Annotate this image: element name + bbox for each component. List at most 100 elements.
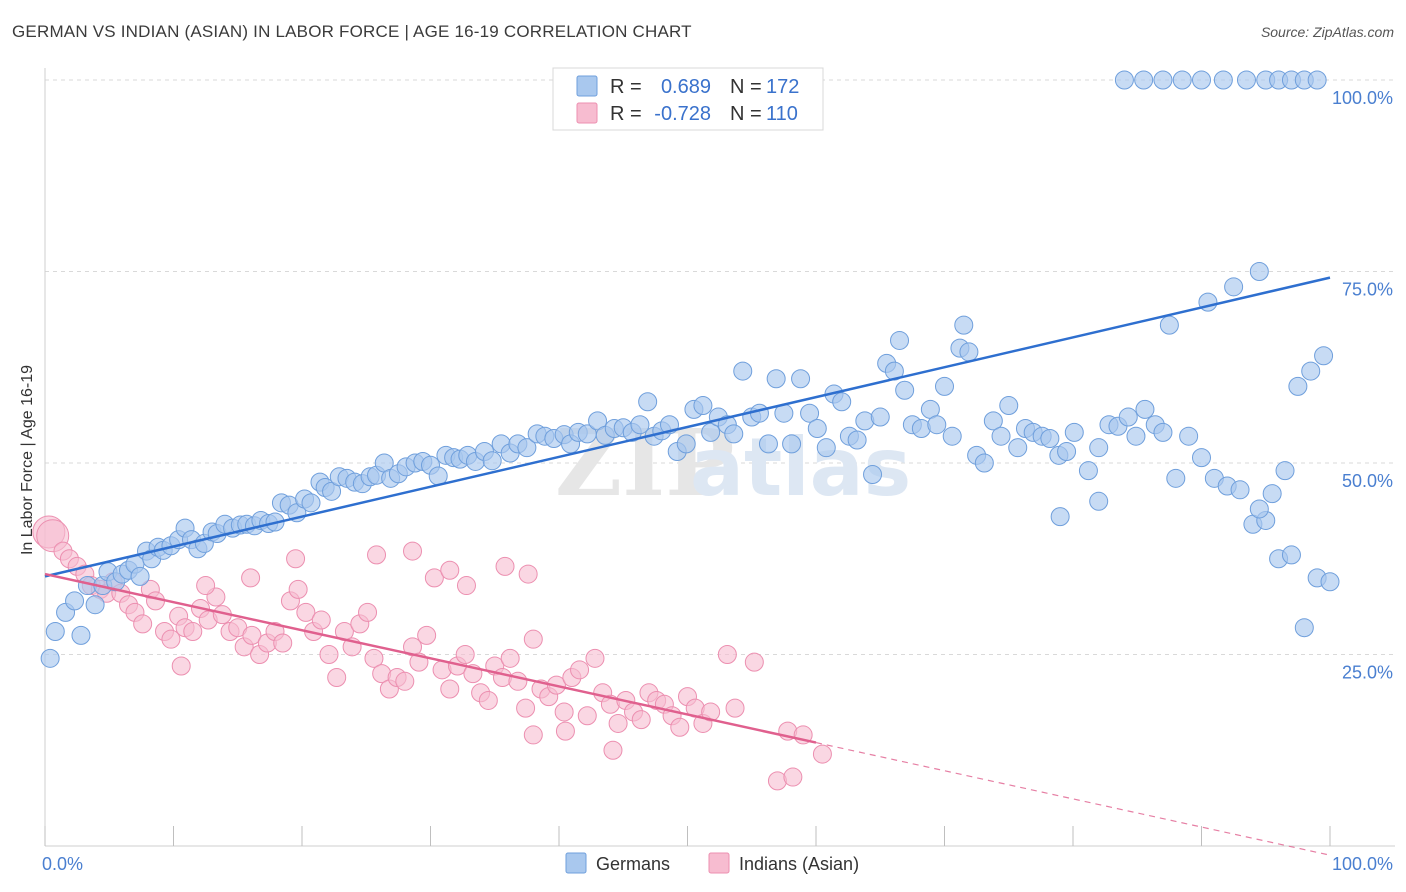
axes xyxy=(44,68,1395,847)
indian-point xyxy=(725,698,745,718)
indian-point xyxy=(717,645,737,664)
indian-point xyxy=(440,560,460,580)
legend-indian-r-value: -0.728 xyxy=(654,103,711,125)
indian-point xyxy=(242,625,262,645)
indian-point xyxy=(812,744,832,764)
german-point xyxy=(1135,399,1155,419)
german-point xyxy=(1213,70,1233,90)
indian-point xyxy=(161,629,181,649)
german-point xyxy=(1126,426,1146,446)
german-point xyxy=(807,419,827,439)
german-point xyxy=(517,438,537,458)
bottom-legend-german-label: Germans xyxy=(596,854,670,874)
indian-point xyxy=(319,645,339,664)
indian-points xyxy=(32,515,832,791)
german-point xyxy=(1166,468,1186,488)
german-point xyxy=(301,493,321,513)
german-point xyxy=(638,392,658,412)
german-trend-line xyxy=(44,276,1331,578)
legend-indian-r-label: R = xyxy=(610,103,642,125)
german-point xyxy=(676,434,696,454)
y-tick-label: 25.0% xyxy=(1342,663,1393,683)
indian-point xyxy=(183,622,203,642)
german-point xyxy=(40,648,60,668)
german-point xyxy=(1078,461,1098,481)
german-point xyxy=(1275,461,1295,481)
chart-title: GERMAN VS INDIAN (ASIAN) IN LABOR FORCE … xyxy=(12,22,692,41)
german-point xyxy=(130,566,150,586)
german-point xyxy=(1320,572,1340,592)
german-point xyxy=(800,403,820,423)
german-point xyxy=(1057,442,1077,462)
indian-point xyxy=(456,576,476,596)
legend-box xyxy=(552,67,824,131)
german-point xyxy=(85,595,105,615)
indian-point xyxy=(273,633,293,653)
legend-german-n-value: 172 xyxy=(766,76,799,98)
german-point xyxy=(1153,70,1173,90)
indian-point xyxy=(603,740,623,760)
german-point xyxy=(1192,448,1211,468)
german-point xyxy=(935,376,954,396)
indian-point xyxy=(523,725,543,745)
y-axis-label: In Labor Force | Age 16-19 xyxy=(19,365,36,555)
bottom-legend-german-swatch xyxy=(565,852,587,874)
indian-point xyxy=(577,706,597,726)
german-point xyxy=(895,380,915,400)
german-point xyxy=(71,625,91,645)
indian-point xyxy=(288,579,308,599)
german-point xyxy=(1249,262,1269,281)
german-point xyxy=(1301,361,1321,381)
indian-point xyxy=(286,549,306,569)
german-point xyxy=(863,464,883,484)
german-point xyxy=(749,403,769,423)
indian-point xyxy=(196,576,216,596)
indian-point xyxy=(241,568,261,588)
bottom-legend: Germans Indians (Asian) xyxy=(565,852,859,874)
indian-point xyxy=(570,660,590,680)
german-point xyxy=(1236,70,1256,90)
german-point xyxy=(832,392,852,412)
german-point xyxy=(65,591,85,611)
german-point xyxy=(983,411,1003,431)
indian-point xyxy=(364,648,384,668)
indian-point xyxy=(670,717,690,737)
german-point xyxy=(693,396,713,416)
german-point xyxy=(1314,346,1334,366)
legend-indian-swatch xyxy=(576,102,598,124)
german-point xyxy=(724,424,744,444)
german-point xyxy=(942,426,962,446)
x-tick-label: 100.0% xyxy=(1332,854,1393,874)
german-point xyxy=(1118,407,1138,427)
indian-point xyxy=(133,614,153,634)
indian-point xyxy=(500,648,520,668)
german-point xyxy=(1172,70,1192,90)
indian-point xyxy=(701,702,721,722)
indian-point xyxy=(311,610,331,630)
german-point xyxy=(733,361,753,381)
legend-indian-n-label: N = xyxy=(730,103,762,125)
german-point xyxy=(847,430,867,450)
grid-lines xyxy=(45,79,1395,655)
german-point xyxy=(588,411,608,431)
legend-german-n-label: N = xyxy=(730,76,762,98)
german-point xyxy=(991,426,1011,446)
tick-labels: 25.0% 50.0% 75.0% 100.0% 0.0% 100.0% xyxy=(42,88,1393,874)
german-point xyxy=(1294,618,1314,638)
y-tick-label: 75.0% xyxy=(1342,280,1393,300)
indian-point xyxy=(554,702,574,722)
german-point xyxy=(954,315,974,335)
legend-indian-n-value: 110 xyxy=(766,103,798,125)
german-point xyxy=(1192,70,1211,90)
german-point xyxy=(782,434,802,454)
german-point xyxy=(959,342,979,362)
german-point xyxy=(1089,491,1109,511)
german-point xyxy=(1288,376,1308,396)
german-point xyxy=(482,451,502,471)
german-point xyxy=(1114,70,1134,90)
german-point xyxy=(1281,545,1301,565)
indian-point xyxy=(585,648,605,668)
legend: R = 0.689 N = 172 R = -0.728 N = 110 xyxy=(552,67,824,131)
indian-point xyxy=(395,671,415,691)
